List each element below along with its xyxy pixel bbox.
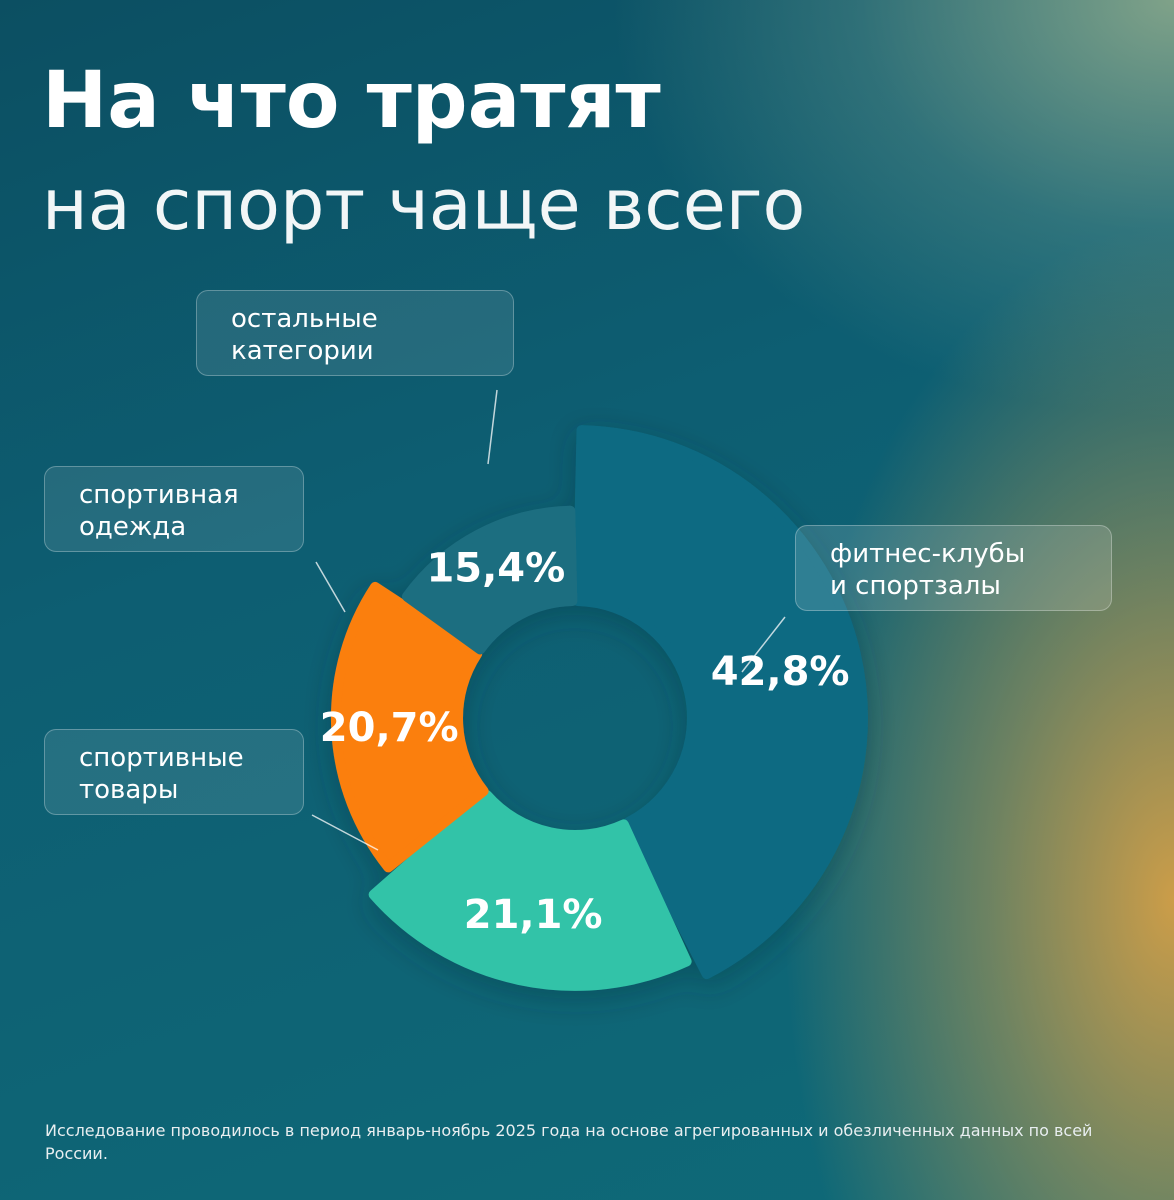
value-label-goods: 21,1%	[464, 892, 603, 938]
leader-line-goods	[311, 814, 379, 851]
value-label-fitness: 42,8%	[711, 649, 850, 695]
value-label-clothes: 20,7%	[320, 705, 459, 751]
slice-clothes	[330, 581, 489, 873]
legend-label-goods: спортивные товары	[44, 729, 304, 815]
slice-fitness	[572, 425, 868, 980]
footnote: Исследование проводилось в период январь…	[45, 1121, 1093, 1163]
legend-label-fitness: фитнес-клубы и спортзалы	[795, 525, 1112, 611]
leader-line-fitness	[741, 616, 786, 673]
value-label-other: 15,4%	[426, 545, 565, 591]
chart-title: На что тратят	[42, 56, 661, 146]
slice-other	[401, 505, 578, 655]
leader-line-clothes	[315, 561, 346, 613]
chart-subtitle: на спорт чаще всего	[42, 164, 806, 246]
legend-label-clothes: спортивная одежда	[44, 466, 304, 552]
legend-label-other: остальные категории	[196, 290, 514, 376]
slice-goods	[368, 790, 692, 991]
leader-line-other	[487, 389, 498, 465]
